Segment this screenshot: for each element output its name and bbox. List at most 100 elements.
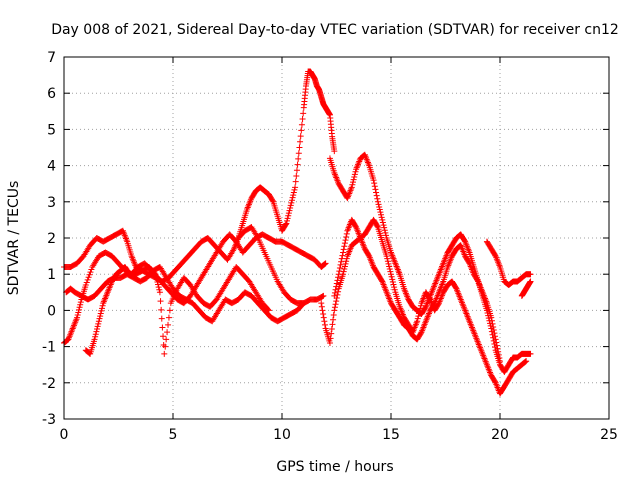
data-point [383,232,390,239]
data-point [375,201,382,208]
data-point [297,133,304,140]
data-point [378,214,385,221]
data-point [379,216,386,223]
data-point [494,345,501,352]
data-point [293,167,300,174]
data-point [452,284,459,291]
data-point [371,180,378,187]
data-point [297,138,304,145]
data-point [76,304,83,311]
data-point [332,286,339,293]
data-point [333,298,340,305]
data-point [291,186,298,193]
data-point [326,339,333,346]
data-point [384,258,391,265]
data-point [388,271,394,278]
data-point [88,266,95,273]
data-point [98,307,105,314]
data-point [378,277,385,284]
data-point [373,192,380,199]
data-point [492,333,499,340]
data-point [376,206,383,213]
data-point [340,246,347,253]
data-point [337,261,344,268]
data-point [157,298,164,305]
data-point [286,207,293,214]
data-point [296,144,303,151]
data-point [290,189,297,196]
data-point [318,300,325,307]
data-point [334,277,341,284]
data-point [377,209,384,216]
data-point [164,329,171,336]
data-point [155,281,162,288]
data-point [521,359,528,366]
data-point [493,342,500,349]
data-point [382,229,389,236]
data-point [165,321,172,328]
data-point [390,281,397,288]
data-point [461,237,468,244]
data-point [331,292,338,299]
data-point [417,302,424,309]
data-point [333,280,340,287]
data-point [372,186,379,193]
data-point [416,310,423,317]
y-tick-label: 0 [47,303,56,319]
y-tick-label: 7 [47,50,56,66]
data-point [391,286,398,293]
data-point [300,110,307,117]
data-point [155,284,162,291]
data-point [381,227,388,234]
data-point [330,316,337,323]
data-point [292,178,299,185]
data-point [414,315,421,322]
data-point [365,252,372,259]
y-tick-label: -3 [42,412,56,428]
data-point [415,313,422,320]
data-point [166,307,173,314]
y-tick-label: -1 [42,340,56,356]
data-point [388,273,395,280]
data-point [430,301,437,308]
data-point [417,305,424,312]
data-point [343,258,350,265]
data-point [294,161,301,168]
data-point [95,320,102,327]
data-point [284,215,291,222]
data-point [328,330,335,337]
data-point [288,197,295,204]
data-point [386,263,393,270]
data-point [370,177,377,184]
x-tick-label: 15 [382,427,400,443]
data-point [340,268,347,275]
data-point [97,313,104,320]
data-point [351,173,358,180]
data-point [295,155,302,162]
data-point [352,168,359,175]
data-point [417,330,424,337]
data-point [336,264,343,271]
data-point [381,224,388,231]
y-tick-label: 6 [47,86,56,102]
data-point [488,317,495,324]
data-point [158,315,165,322]
data-point [333,283,340,290]
data-point [282,221,289,228]
data-point [527,271,534,278]
data-point [82,282,89,289]
data-point [342,260,349,267]
data-point [74,314,81,321]
data-point [160,342,167,349]
data-point [94,323,101,330]
data-point [386,266,393,273]
y-tick-label: 5 [47,122,56,138]
data-point [158,306,165,313]
data-point [154,278,161,285]
data-point [339,252,346,259]
data-point [374,223,381,230]
data-point [490,327,497,334]
data-point [77,301,84,308]
data-point [99,302,106,309]
data-point [489,320,496,327]
